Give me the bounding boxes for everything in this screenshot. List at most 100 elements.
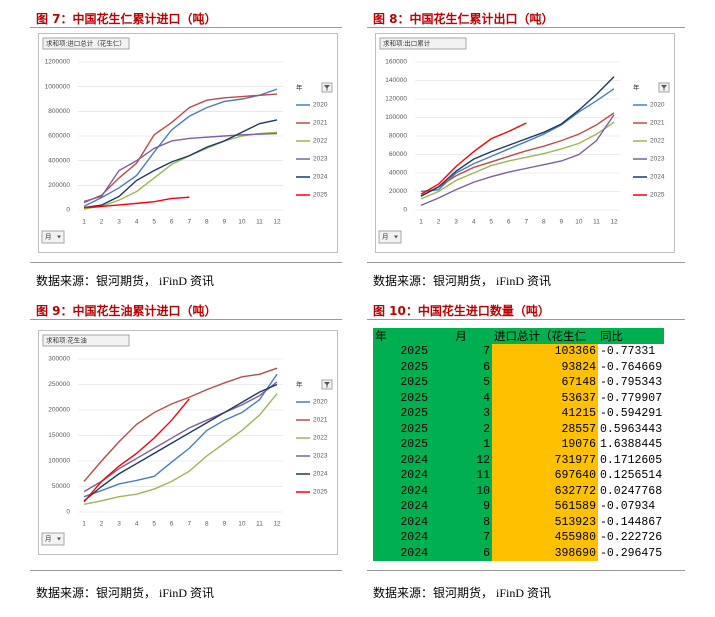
x-tick-label: 9 <box>223 219 227 226</box>
dropdown-icon <box>394 235 398 239</box>
table-cell: 28557 <box>492 421 598 437</box>
y-tick-label: 50000 <box>52 483 70 490</box>
table-cell: -0.594291 <box>598 406 665 422</box>
x-tick-label: 1 <box>419 219 423 226</box>
x-tick-label: 2 <box>100 219 104 226</box>
legend-label: 2021 <box>313 417 328 424</box>
series-line <box>420 121 615 200</box>
pivot-label: 求和项:进口总计（花生仁） <box>46 39 126 48</box>
table-cell: 1 <box>430 437 492 453</box>
source-note: 数据来源：银河期货， iFinD 资讯 <box>373 274 552 288</box>
series-line <box>83 398 190 503</box>
table-cell: 9 <box>430 499 492 515</box>
table-cell: 1.6388445 <box>598 437 665 453</box>
x-tick-label: 5 <box>152 521 156 528</box>
field-label: 月 <box>45 233 52 241</box>
pivot-button <box>42 37 130 50</box>
source-note: 数据来源：银河期货， iFinD 资讯 <box>373 586 552 600</box>
x-tick-label: 3 <box>454 219 458 226</box>
legend-title: 年 <box>296 83 303 92</box>
figure-title: 图 7：中国花生仁累计进口（吨） <box>36 12 217 26</box>
x-tick-label: 9 <box>223 521 227 528</box>
legend-label: 2020 <box>650 102 665 109</box>
figure-title: 图 8：中国花生仁累计出口（吨） <box>373 12 554 26</box>
pivot-button <box>379 37 467 50</box>
table-row: 2025 5 67148 -0.795343 <box>373 375 665 391</box>
table-cell: 12 <box>430 452 492 468</box>
legend-label: 2021 <box>650 120 665 127</box>
x-tick-label: 1 <box>82 521 86 528</box>
rule <box>30 319 342 320</box>
table-cell: -0.764669 <box>598 359 665 375</box>
header-cell: 年 <box>373 328 430 344</box>
y-tick-label: 40000 <box>389 170 407 177</box>
chart: 求和项:花生油 0 50000 100000 150000 200000 250000 300… <box>38 330 338 555</box>
field-button[interactable] <box>41 532 65 546</box>
y-tick-label: 800000 <box>48 108 70 115</box>
legend-label: 2024 <box>313 471 328 478</box>
table-row: 2024 8 513923 -0.144867 <box>373 514 665 530</box>
rule <box>367 570 685 571</box>
source-note: 数据来源：银河期货， iFinD 资讯 <box>36 586 215 600</box>
legend-label: 2023 <box>650 156 665 163</box>
x-tick-label: 7 <box>187 219 191 226</box>
chart-frame <box>375 33 675 253</box>
pivot-label: 求和项:花生油 <box>46 336 87 345</box>
x-tick-label: 8 <box>205 521 209 528</box>
dropdown-icon <box>57 537 61 541</box>
table-row: 2024 12 731977 0.1712605 <box>373 452 665 468</box>
x-tick-label: 5 <box>152 219 156 226</box>
header-cell: 同比 <box>598 328 665 344</box>
table-cell: 2 <box>430 421 492 437</box>
table-row: 2024 11 697640 0.1256514 <box>373 468 665 484</box>
x-tick-label: 4 <box>472 219 476 226</box>
field-label: 月 <box>382 233 389 241</box>
legend-label: 2020 <box>313 399 328 406</box>
field-button[interactable] <box>41 230 65 244</box>
x-tick-label: 11 <box>256 521 263 528</box>
y-tick-label: 20000 <box>389 188 407 195</box>
header-row: 年月进口总计（花生仁 同比 <box>373 328 665 344</box>
filter-icon <box>324 85 330 91</box>
legend-label: 2025 <box>650 192 665 199</box>
table-cell: 67148 <box>492 375 598 391</box>
x-tick-label: 7 <box>524 219 528 226</box>
x-tick-label: 10 <box>575 219 583 226</box>
x-tick-label: 7 <box>187 521 191 528</box>
filter-icon <box>661 85 667 91</box>
legend-label: 2025 <box>313 489 328 496</box>
dropdown-icon <box>57 235 61 239</box>
table-cell: 93824 <box>492 359 598 375</box>
legend-title: 年 <box>633 83 640 92</box>
x-tick-label: 4 <box>135 219 139 226</box>
y-tick-label: 0 <box>66 509 70 516</box>
rule <box>30 27 342 28</box>
legend-label: 2024 <box>650 174 665 181</box>
legend-label: 2023 <box>313 453 328 460</box>
x-tick-label: 8 <box>205 219 209 226</box>
table-cell: 2025 <box>373 406 430 422</box>
table-row: 2024 6 398690 -0.296475 <box>373 545 665 561</box>
x-tick-label: 5 <box>489 219 493 226</box>
chart-frame <box>38 330 338 555</box>
table-cell: 53637 <box>492 390 598 406</box>
header-cell: 进口总计（花生仁 <box>492 328 598 344</box>
field-button[interactable] <box>378 230 402 244</box>
figure-title: 图 10：中国花生进口数量（吨） <box>373 304 550 318</box>
y-tick-label: 200000 <box>48 407 70 414</box>
table-cell: 2024 <box>373 452 430 468</box>
x-tick-label: 3 <box>117 521 121 528</box>
legend-label: 2020 <box>313 102 328 109</box>
x-tick-label: 12 <box>273 219 281 226</box>
x-tick-label: 11 <box>256 219 263 226</box>
pivot-label: 求和项:出口累计 <box>383 39 431 48</box>
table-row: 2025 1 19076 1.6388445 <box>373 437 665 453</box>
filter-icon <box>324 382 330 388</box>
x-tick-label: 2 <box>437 219 441 226</box>
table-cell: 2024 <box>373 514 430 530</box>
y-tick-label: 400000 <box>48 157 70 164</box>
legend-label: 2022 <box>313 435 328 442</box>
x-tick-label: 11 <box>593 219 600 226</box>
table-cell: -0.77331 <box>598 344 665 360</box>
